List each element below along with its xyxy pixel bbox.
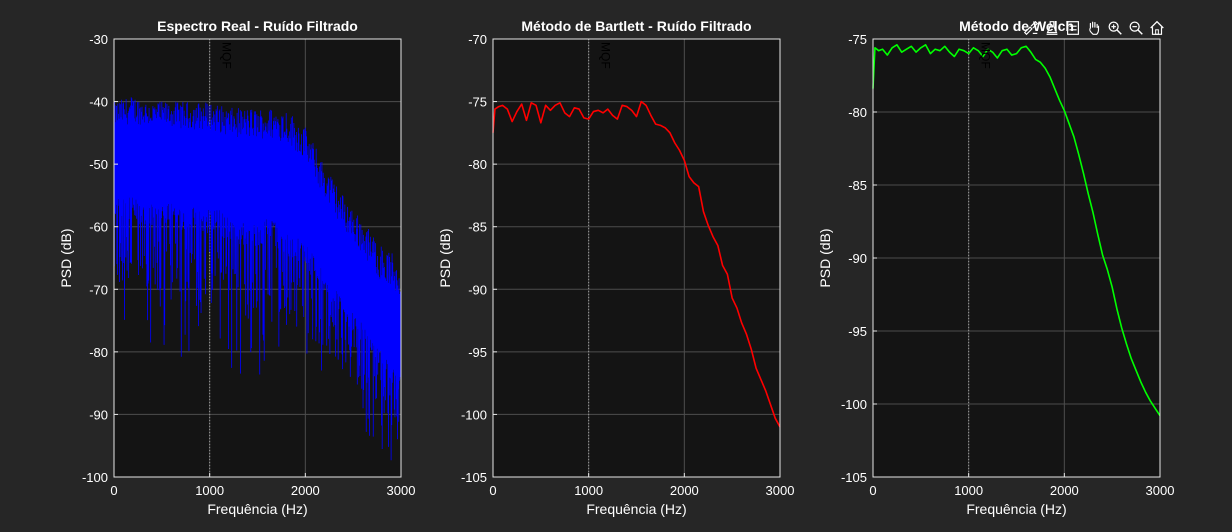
y-tick-label: -105 <box>461 470 487 485</box>
y-tick-label: -85 <box>848 178 867 193</box>
x-tick-label: 3000 <box>1146 483 1175 498</box>
legend-icon[interactable] <box>1063 18 1083 38</box>
y-tick-label: -60 <box>89 220 108 235</box>
home-icon[interactable] <box>1147 18 1167 38</box>
series-line-1 <box>872 44 1161 417</box>
x-tick-label: 1000 <box>195 483 224 498</box>
series-line-1 <box>492 100 781 428</box>
chart-title: Método de Bartlett - Ruído Filtrado <box>521 18 751 34</box>
x-tick-label: 2000 <box>1050 483 1079 498</box>
axes-box <box>113 38 402 478</box>
mqf-label: MQF <box>220 42 234 69</box>
x-tick-label: 0 <box>869 483 876 498</box>
mqf-label: MQF <box>979 42 993 69</box>
chart-1: MQF 0 1000 2000 3000 -100 -90 -80 -70 -60 -50 -40 -3… <box>58 18 415 517</box>
y-tick-label: -80 <box>848 105 867 120</box>
y-tick-label: -70 <box>468 32 487 47</box>
y-axis-label: PSD (dB) <box>58 228 74 287</box>
axes-box <box>492 38 781 478</box>
axes-toolbar <box>1021 17 1167 39</box>
y-axis-label: PSD (dB) <box>437 228 453 287</box>
y-tick-label: -70 <box>89 282 108 297</box>
x-axis-label: Frequência (Hz) <box>966 501 1066 517</box>
zoom-in-icon[interactable] <box>1105 18 1125 38</box>
y-tick-label: -90 <box>848 251 867 266</box>
y-tick-label: -95 <box>468 345 487 360</box>
zoom-out-icon[interactable] <box>1126 18 1146 38</box>
y-tick-label: -40 <box>89 95 108 110</box>
y-tick-label: -100 <box>82 470 108 485</box>
chart-title: Método de Welch <box>959 18 1074 34</box>
y-tick-label: -90 <box>468 282 487 297</box>
mqf-label: MQF <box>599 42 613 69</box>
chart-3: MQF 0 1000 2000 3000 -105 -100 -95 -90 -85 -80 -75 M… <box>817 18 1174 517</box>
y-tick-label: -30 <box>89 32 108 47</box>
datatip-icon[interactable] <box>1042 18 1062 38</box>
y-tick-label: -95 <box>848 324 867 339</box>
brush-icon[interactable] <box>1021 18 1041 38</box>
y-tick-label: -90 <box>89 407 108 422</box>
y-tick-label: -75 <box>468 95 487 110</box>
y-tick-label: -100 <box>841 397 867 412</box>
pan-icon[interactable] <box>1084 18 1104 38</box>
plot-area <box>493 39 780 477</box>
x-tick-label: 2000 <box>291 483 320 498</box>
y-axis-label: PSD (dB) <box>817 228 833 287</box>
y-tick-label: -105 <box>841 470 867 485</box>
x-axis-label: Frequência (Hz) <box>586 501 686 517</box>
x-axis-label: Frequência (Hz) <box>207 501 307 517</box>
x-tick-label: 3000 <box>387 483 416 498</box>
series-line-1 <box>113 97 402 461</box>
chart-title: Espectro Real - Ruído Filtrado <box>157 18 358 34</box>
y-tick-label: -80 <box>468 157 487 172</box>
x-tick-label: 0 <box>489 483 496 498</box>
x-tick-label: 1000 <box>954 483 983 498</box>
y-tick-label: -85 <box>468 220 487 235</box>
y-tick-label: -50 <box>89 157 108 172</box>
y-tick-label: -100 <box>461 407 487 422</box>
x-tick-label: 2000 <box>670 483 699 498</box>
x-tick-label: 3000 <box>766 483 795 498</box>
chart-2: MQF 0 1000 2000 3000 -105 -100 -95 -90 -85 -80 -75 -… <box>437 18 794 517</box>
y-tick-label: -80 <box>89 345 108 360</box>
y-tick-label: -75 <box>848 32 867 47</box>
x-tick-label: 0 <box>110 483 117 498</box>
x-tick-label: 1000 <box>574 483 603 498</box>
